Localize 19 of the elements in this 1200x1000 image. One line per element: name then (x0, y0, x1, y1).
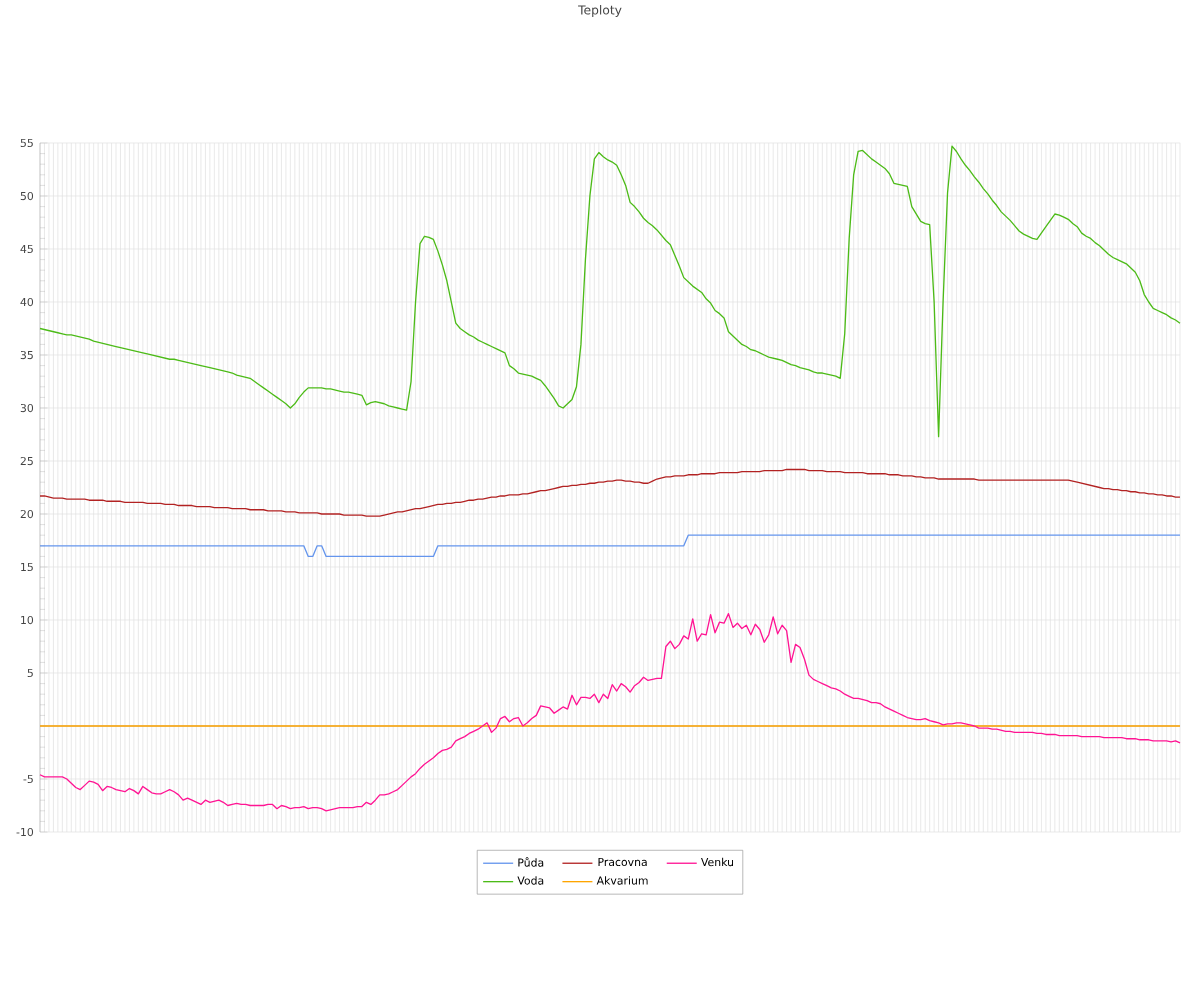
y-tick-label: 30 (20, 403, 34, 413)
legend-label: Půda (518, 857, 544, 867)
y-tick-label: 55 (20, 138, 33, 148)
y-tick-label: 35 (20, 350, 33, 360)
y-tick-label: -10 (16, 827, 34, 837)
y-tick-label: 10 (21, 615, 34, 625)
legend-label: Akvarium (596, 876, 648, 885)
chart-title: Teploty (578, 5, 622, 17)
y-tick-label: 45 (20, 244, 33, 254)
y-tick-label: 5 (27, 668, 33, 678)
y-tick-label: -5 (23, 774, 33, 784)
y-tick-label: 15 (21, 562, 33, 572)
legend-label: Voda (517, 876, 544, 885)
y-tick-label: 20 (20, 509, 34, 519)
y-tick-label: 50 (20, 191, 34, 201)
legend-label: Venku (701, 857, 734, 867)
y-tick-label: 25 (20, 456, 33, 466)
legend-label: Pracovna (598, 857, 647, 867)
y-tick-label: 40 (20, 297, 34, 307)
